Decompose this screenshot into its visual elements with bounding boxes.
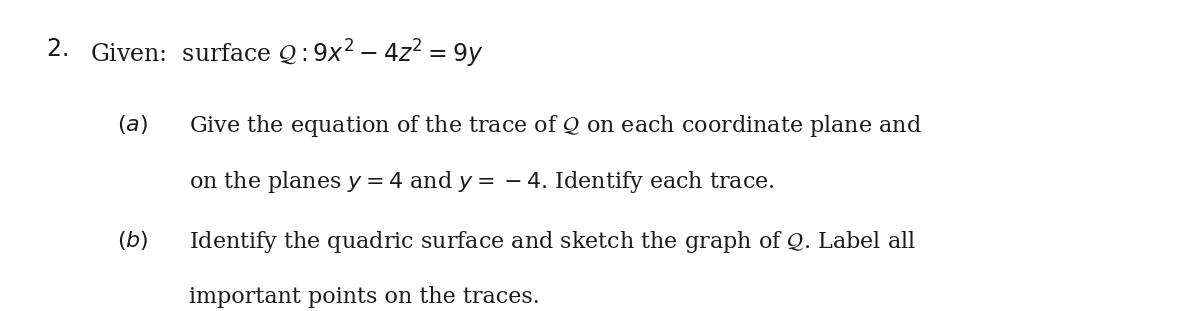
Text: Identify the quadric surface and sketch the graph of $\mathcal{Q}$. Label all: Identify the quadric surface and sketch … bbox=[188, 229, 916, 255]
Text: important points on the traces.: important points on the traces. bbox=[188, 286, 540, 309]
Text: $2.$: $2.$ bbox=[46, 38, 67, 61]
Text: $(b)$: $(b)$ bbox=[118, 229, 149, 252]
Text: on the planes $y = 4$ and $y = -4$. Identify each trace.: on the planes $y = 4$ and $y = -4$. Iden… bbox=[188, 169, 775, 195]
Text: Give the equation of the trace of $\mathcal{Q}$ on each coordinate plane and: Give the equation of the trace of $\math… bbox=[188, 113, 922, 138]
Text: $(a)$: $(a)$ bbox=[118, 113, 149, 136]
Text: Given:  surface $\mathcal{Q} : 9x^2 - 4z^2 = 9y$: Given: surface $\mathcal{Q} : 9x^2 - 4z^… bbox=[90, 38, 484, 70]
